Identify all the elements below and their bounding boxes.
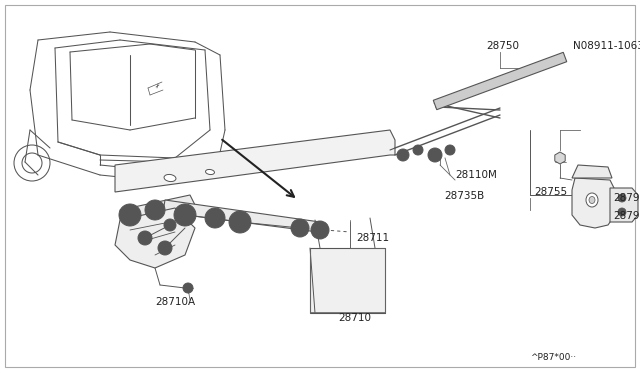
Circle shape [233,215,247,229]
Polygon shape [433,52,567,110]
Ellipse shape [586,193,598,207]
Circle shape [295,223,305,233]
Circle shape [428,148,442,162]
Text: 28710A: 28710A [155,297,195,307]
Text: 28796: 28796 [613,193,640,203]
Polygon shape [555,152,565,164]
Polygon shape [610,188,638,222]
Circle shape [164,219,176,231]
Ellipse shape [589,196,595,203]
Circle shape [168,222,173,228]
Text: 28755: 28755 [534,187,567,197]
Polygon shape [115,208,195,268]
Circle shape [149,204,161,216]
Circle shape [145,200,165,220]
Circle shape [291,219,309,237]
Circle shape [445,145,455,155]
Circle shape [229,211,251,233]
Circle shape [123,208,137,222]
Ellipse shape [164,174,176,182]
Text: 28710: 28710 [338,313,371,323]
Circle shape [138,231,152,245]
Polygon shape [163,200,320,232]
Circle shape [413,145,423,155]
Circle shape [618,208,626,216]
Text: 28711: 28711 [356,233,389,243]
Text: 28750: 28750 [486,41,519,51]
Bar [310,248,385,313]
Circle shape [401,153,406,157]
Circle shape [432,152,438,158]
Circle shape [205,208,225,228]
Polygon shape [115,130,395,192]
Text: ^P87*00··: ^P87*00·· [530,353,576,362]
Circle shape [618,194,626,202]
Circle shape [397,149,409,161]
Circle shape [183,283,193,293]
Circle shape [119,204,141,226]
Circle shape [162,245,168,251]
Polygon shape [572,165,612,178]
Polygon shape [572,178,615,228]
Circle shape [315,225,325,235]
Circle shape [311,221,329,239]
Text: 28795: 28795 [613,211,640,221]
Text: 28735B: 28735B [444,191,484,201]
Text: 28110M: 28110M [455,170,497,180]
Polygon shape [120,195,195,222]
Circle shape [158,241,172,255]
Circle shape [174,204,196,226]
Circle shape [178,208,192,222]
Circle shape [209,212,221,224]
Text: N08911-10637: N08911-10637 [573,41,640,51]
Ellipse shape [205,170,214,174]
Circle shape [142,235,148,241]
